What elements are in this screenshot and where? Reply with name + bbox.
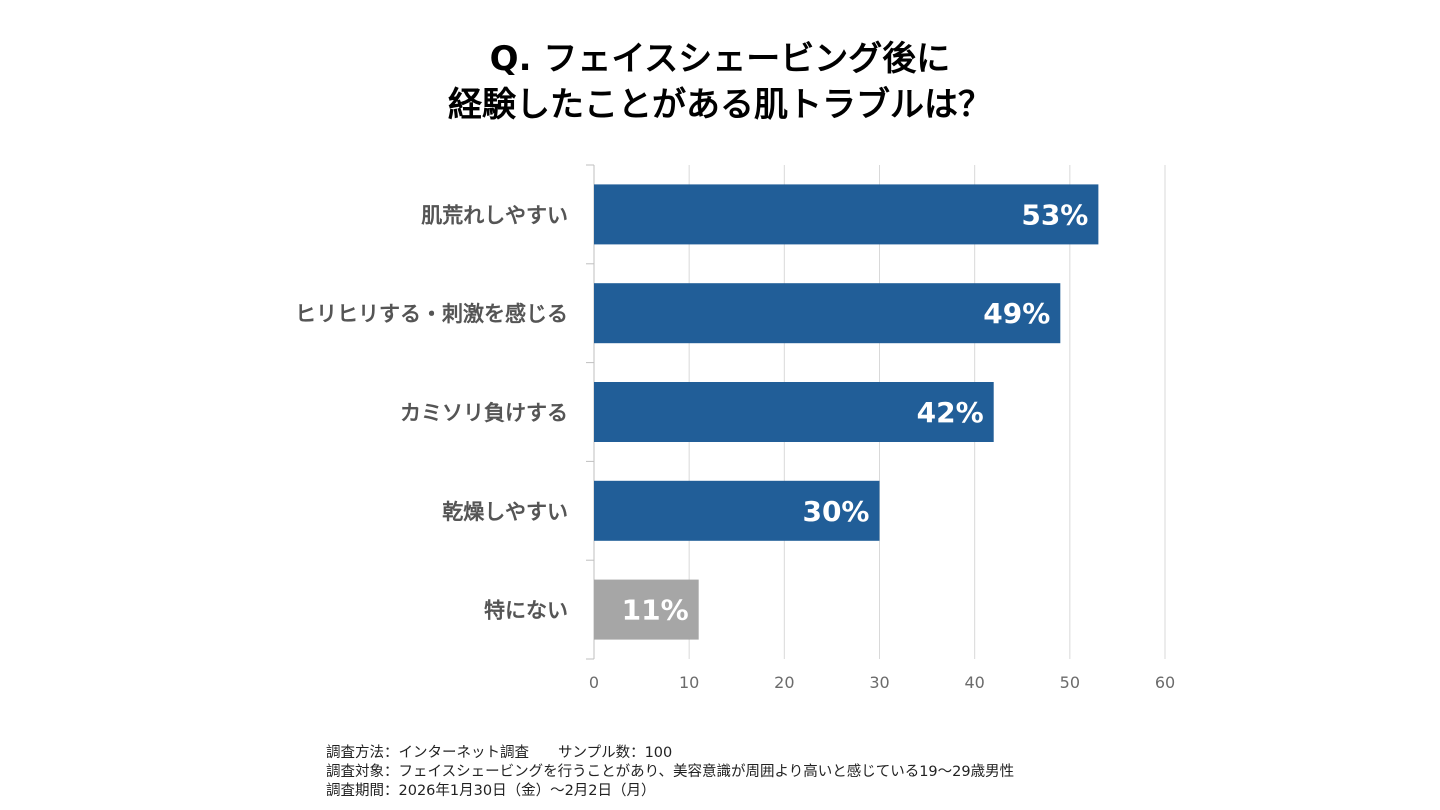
category-label-4: 乾燥しやすい xyxy=(442,500,568,524)
bar-value-label-3: 42% xyxy=(917,396,984,429)
bar-value-label-4: 30% xyxy=(802,495,869,528)
x-tick-label-40: 40 xyxy=(964,673,984,692)
bar-value-label-2: 49% xyxy=(983,297,1050,330)
footnote-target: 調査対象：フェイスシェービングを行うことがあり、美容意識が周囲より高いと感じてい… xyxy=(326,764,1015,780)
x-tick-label-10: 10 xyxy=(679,673,699,692)
bar-4 xyxy=(594,480,880,541)
bar-5 xyxy=(594,579,699,640)
category-label-2: ヒリヒリする・刺激を感じる xyxy=(295,302,568,326)
x-tick-label-60: 60 xyxy=(1155,673,1175,692)
chart-title: Q. フェイスシェービング後に 経験したことがある肌トラブルは？ xyxy=(0,36,1440,128)
bar-2 xyxy=(594,283,1061,344)
chart-title-line2: 経験したことがある肌トラブルは？ xyxy=(448,85,992,125)
footnote-method: 調査方法：インターネット調査 サンプル数：100 xyxy=(326,745,673,761)
bar-value-label-5: 11% xyxy=(622,594,689,627)
category-label-3: カミソリ負けする xyxy=(400,401,568,425)
bar-value-label-1: 53% xyxy=(1021,198,1088,231)
x-tick-label-50: 50 xyxy=(1060,673,1080,692)
bar-3 xyxy=(594,382,994,442)
footnote-period: 調査期間：2026年1月30日（金）〜2月2日（月） xyxy=(326,783,656,799)
bar-1 xyxy=(594,184,1099,245)
x-tick-label-20: 20 xyxy=(774,673,794,692)
chart-title-line1: Q. フェイスシェービング後に xyxy=(489,39,951,79)
x-tick-label-30: 30 xyxy=(869,673,889,692)
x-tick-label-0: 0 xyxy=(589,673,599,692)
category-label-1: 肌荒れしやすい xyxy=(421,203,568,227)
category-label-5: 特にない xyxy=(484,599,568,623)
survey-footnote: 調査方法：インターネット調査 サンプル数：100 調査対象：フェイスシェービング… xyxy=(326,744,1014,801)
